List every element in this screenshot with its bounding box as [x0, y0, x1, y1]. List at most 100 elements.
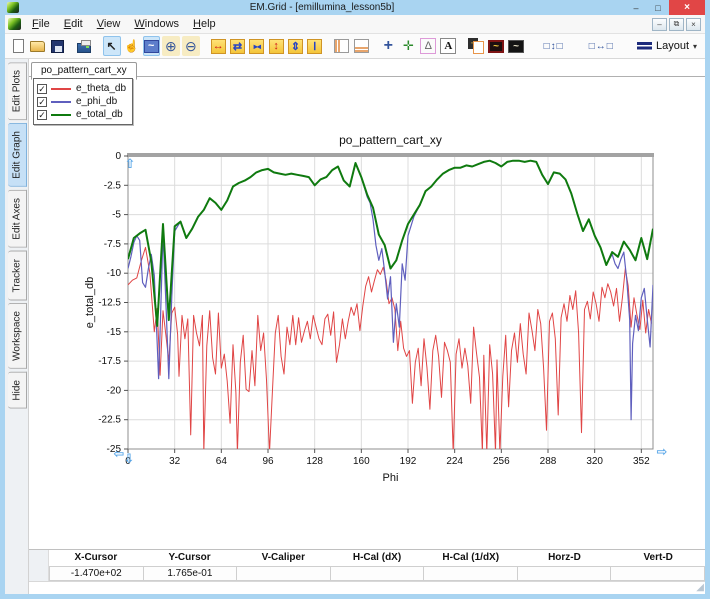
minimize-button[interactable]: –	[625, 1, 647, 15]
app-logo-icon	[7, 2, 19, 13]
mdi-minimize-button[interactable]: –	[652, 18, 667, 31]
zoom-in-icon: ⊕	[163, 38, 179, 54]
expand-y-button[interactable]: ↕	[267, 36, 284, 56]
zoom-out-icon: ⊖	[183, 38, 199, 54]
text-label-button[interactable]: A	[439, 36, 457, 56]
y-tick-label: -20	[107, 385, 122, 396]
expand-x-icon: ↔	[211, 39, 226, 54]
crosshair-button[interactable]: +	[379, 36, 397, 56]
x-tick-label: 288	[540, 456, 557, 467]
menu-file[interactable]: File	[25, 16, 57, 32]
toolbar-separator	[458, 36, 466, 56]
cursor-value-h-cal-1-dx-	[424, 566, 518, 582]
pan-hand-button[interactable]: ☝	[123, 36, 141, 56]
menu-windows[interactable]: Windows	[127, 16, 186, 32]
pan-down-arrow[interactable]: ⇩	[124, 452, 135, 467]
zoom-out-button[interactable]: ⊖	[182, 36, 200, 56]
pan-up-arrow[interactable]: ⇧	[125, 157, 136, 172]
new-document-button[interactable]	[10, 36, 27, 56]
cursor-value-v-caliper	[237, 566, 331, 582]
status-bar: ◢	[29, 581, 705, 594]
shrink-x-icon: ⇄	[230, 39, 245, 54]
x-tick-label: 128	[306, 456, 323, 467]
sidebar-tab-tracker[interactable]: Tracker	[8, 251, 27, 301]
graph-style-2-button[interactable]: ~	[507, 36, 525, 56]
menu-view[interactable]: View	[90, 16, 128, 32]
vertical-spacing-button[interactable]: □↕□	[535, 36, 573, 56]
toolbar-separator	[621, 36, 629, 56]
tracker-axes-icon: ✛	[400, 38, 416, 54]
x-tick-label: 224	[446, 456, 463, 467]
pane-horizontal-icon	[354, 39, 369, 53]
legend-label: e_theta_db	[76, 83, 126, 94]
close-button[interactable]: ×	[669, 0, 705, 15]
document-tab-row: po_pattern_cart_xy	[29, 59, 705, 77]
center-y-button[interactable]: Ⅰ	[306, 36, 323, 56]
x-tick-label: 160	[353, 456, 370, 467]
legend-checkbox-e_theta_db[interactable]: ✓	[37, 84, 47, 94]
y-tick-label: -5	[112, 210, 121, 221]
print-icon	[77, 43, 91, 53]
sidebar-tab-workspace[interactable]: Workspace	[8, 303, 27, 369]
menu-items: FileEditViewWindowsHelp	[25, 16, 223, 32]
delta-marker-button[interactable]: Δ	[419, 36, 437, 56]
sidebar-tab-edit-graph[interactable]: Edit Graph	[8, 123, 27, 187]
app-window: EM.Grid - [emillumina_lesson5b] – □ × Fi…	[0, 0, 710, 599]
layout-label: Layout	[656, 40, 689, 52]
y-axis-label: e_total_db	[84, 277, 96, 328]
x-tick-label: 352	[633, 456, 650, 467]
pane-horizontal-button[interactable]	[352, 36, 369, 56]
tracker-axes-button[interactable]: ✛	[399, 36, 417, 56]
print-button[interactable]	[76, 36, 93, 56]
save-button[interactable]	[49, 36, 66, 56]
legend-row-e_phi_db: ✓e_phi_db	[37, 95, 126, 108]
pan-right-arrow[interactable]: ⇨	[657, 445, 668, 460]
copy-graph-icon	[468, 38, 484, 54]
plot-legend: ✓e_theta_db✓e_phi_db✓e_total_db	[33, 78, 133, 125]
cursor-readout-bar: X-CursorY-CursorV-CaliperH-Cal (dX)H-Cal…	[29, 549, 705, 581]
zoom-window-button[interactable]: ~	[143, 36, 160, 56]
zoom-in-button[interactable]: ⊕	[162, 36, 180, 56]
menu-help[interactable]: Help	[186, 16, 223, 32]
y-tick-label: -15	[107, 327, 122, 338]
window-title: EM.Grid - [emillumina_lesson5b]	[19, 2, 625, 13]
select-cursor-button[interactable]: ↖	[103, 36, 121, 56]
text-label-icon: A	[440, 38, 456, 54]
expand-x-button[interactable]: ↔	[210, 36, 227, 56]
sidebar-tab-edit-plots[interactable]: Edit Plots	[8, 62, 27, 120]
graph-style-2-icon: ~	[508, 40, 524, 53]
pane-vertical-button[interactable]	[333, 36, 350, 56]
mdi-restore-button[interactable]: ⧉	[669, 18, 684, 31]
delta-marker-icon: Δ	[420, 38, 436, 54]
y-tick-label: -7.5	[104, 239, 122, 250]
copy-graph-button[interactable]	[467, 36, 485, 56]
shrink-x-button[interactable]: ⇄	[229, 36, 246, 56]
document-logo-icon	[8, 18, 21, 30]
graph-style-1-button[interactable]: ~	[487, 36, 505, 56]
x-tick-label: 96	[262, 456, 274, 467]
chart-title: po_pattern_cart_xy	[339, 133, 442, 147]
open-file-button[interactable]	[29, 36, 46, 56]
pane-vertical-icon	[334, 39, 349, 53]
maximize-button[interactable]: □	[647, 1, 669, 15]
shrink-y-button[interactable]: ⇕	[287, 36, 304, 56]
sidebar-tab-hide[interactable]: Hide	[8, 372, 27, 409]
sidebar-tab-edit-axes[interactable]: Edit Axes	[8, 190, 27, 248]
series-e_phi_db	[128, 161, 653, 420]
chart-canvas[interactable]: 03264961281601922242562883203520-2.5-5-7…	[29, 77, 705, 553]
y-tick-label: -17.5	[98, 356, 121, 367]
horizontal-spacing-button[interactable]: □↔□	[582, 36, 620, 56]
legend-checkbox-e_phi_db[interactable]: ✓	[37, 97, 47, 107]
cursor-value-y-cursor: 1.765e-01	[144, 566, 238, 582]
layout-button[interactable]: Layout▾	[630, 36, 704, 56]
cursor-value-vert-d	[611, 566, 705, 582]
menu-edit[interactable]: Edit	[57, 16, 90, 32]
mdi-close-button[interactable]: ×	[686, 18, 701, 31]
pan-left-arrow[interactable]: ⇦	[114, 447, 125, 462]
cursor-value-horz-d	[518, 566, 612, 582]
center-x-button[interactable]: ▸◂	[248, 36, 265, 56]
resize-grip[interactable]: ◢	[696, 583, 704, 593]
legend-checkbox-e_total_db[interactable]: ✓	[37, 110, 47, 120]
toolbar-separator	[67, 36, 75, 56]
center-x-icon: ▸◂	[249, 39, 264, 54]
